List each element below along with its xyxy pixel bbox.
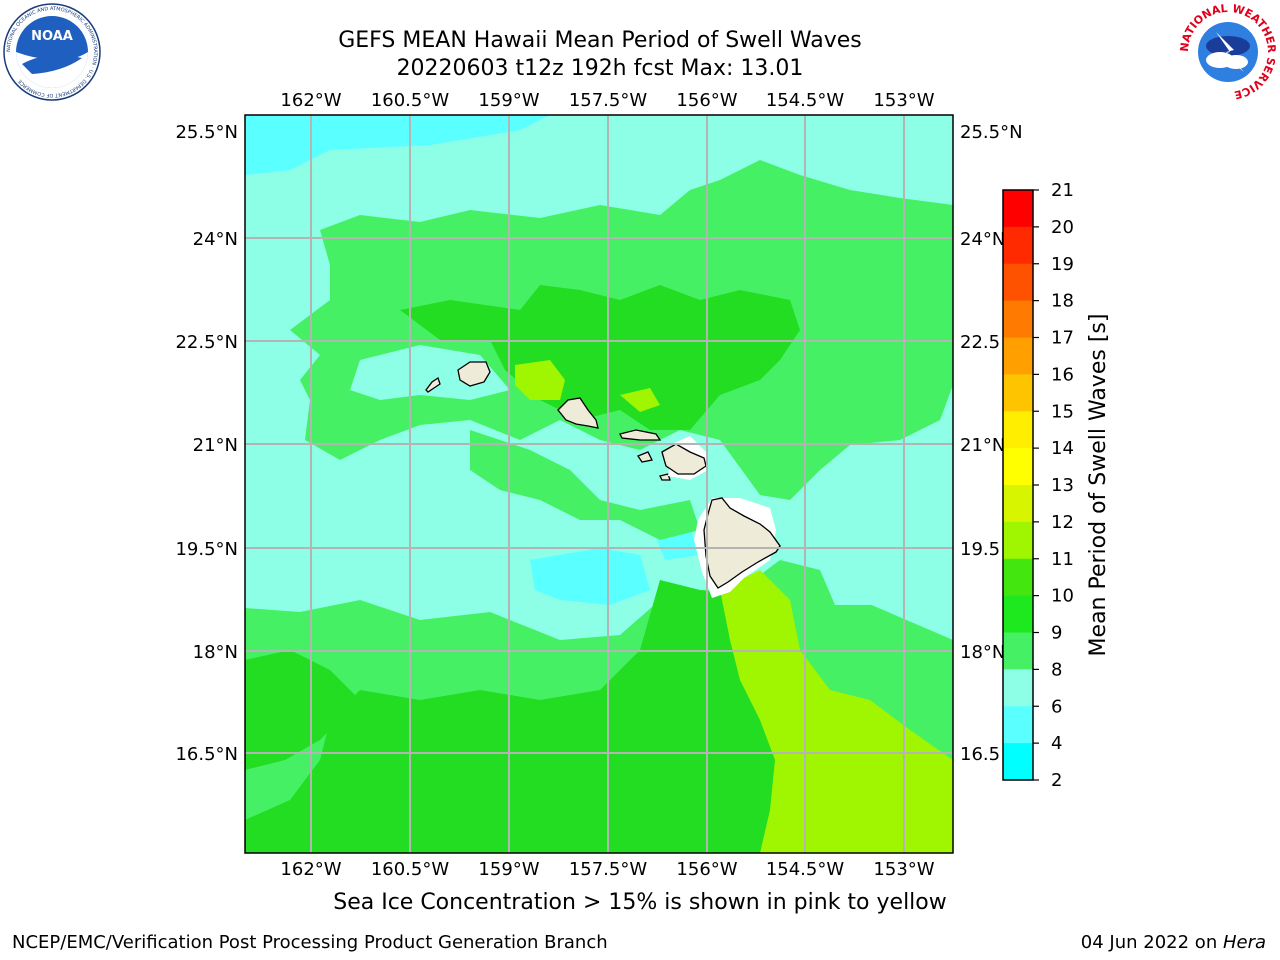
lon-label-top: 154.5°W [766,90,845,111]
colorbar-segment [1003,558,1033,597]
lon-label-top: 156°W [676,90,737,111]
colorbar-tick-label: 2 [1051,770,1062,791]
noaa-logo: NOAA NATIONAL OCEANIC AND ATMOSPHERIC AD… [3,3,101,101]
lon-label-top: 153°W [873,90,934,111]
lat-label-right: 19.5 [960,539,1000,560]
island-oahu [557,397,599,429]
lat-label-left: 21°N [193,435,238,456]
lon-label-top: 157.5°W [569,90,648,111]
colorbar-segment [1003,595,1033,633]
map-gridlines [245,115,953,853]
lat-label-right: 24°N [960,229,1005,250]
colorbar-tick-label: 4 [1051,733,1062,754]
colorbar-segment [1003,263,1033,302]
lon-label-top: 159°W [478,90,539,111]
colorbar-tick-label: 20 [1051,217,1074,238]
colorbar-segment [1003,337,1033,375]
colorbar-tick-label: 6 [1051,696,1062,717]
footer-credit: NCEP/EMC/Verification Post Processing Pr… [12,932,608,953]
colorbar-segment [1003,411,1033,449]
map-frame [244,114,954,854]
colorbar-tick-label: 18 [1051,291,1074,312]
colorbar-tick-label: 21 [1051,180,1074,201]
island-molokai [619,429,662,441]
island-niihau [425,376,441,393]
island-kauai [457,361,491,387]
colorbar-tick-label: 13 [1051,475,1074,496]
colorbar-tick-label: 16 [1051,364,1074,385]
colorbar-segment [1003,485,1033,523]
island-lanai [637,451,653,463]
lon-label-top: 160.5°W [371,90,450,111]
lat-label-left: 22.5°N [175,332,238,353]
chart-subtitle-forecast: 20220603 t12z 192h fcst Max: 13.01 [396,56,804,81]
lon-label-bottom: 162°W [280,859,341,880]
colorbar-segment [1003,300,1033,338]
colorbar-tick-label: 12 [1051,512,1074,533]
lat-label-right: 16.5 [960,744,1000,765]
lat-label-left: 24°N [193,229,238,250]
colorbar-tick-label: 10 [1051,586,1074,607]
lon-label-bottom: 160.5°W [371,859,450,880]
colorbar-segment [1003,374,1033,412]
colorbar-tick-label: 11 [1051,549,1074,570]
lat-label-left: 19.5°N [175,539,238,560]
colorbar-tick-label: 15 [1051,401,1074,422]
lat-label-right: 18°N [960,642,1005,663]
lon-label-bottom: 154.5°W [766,859,845,880]
lat-label-right: 25.5°N [960,122,1023,143]
colorbar: 21 20 19 18 17 16 15 14 13 12 11 10 9 8 6 4 2 [1002,180,1074,791]
sea-ice-note: Sea Ice Concentration > 15% is shown in … [333,890,947,915]
chart-title: GEFS MEAN Hawaii Mean Period of Swell Wa… [338,28,862,53]
colorbar-segment [1003,226,1033,265]
lat-label-left: 18°N [193,642,238,663]
lon-label-bottom: 156°W [676,859,737,880]
footer-host: Hera [1222,932,1266,953]
footer-date: 04 Jun 2022 on Hera [1081,932,1266,953]
colorbar-segment [1003,706,1033,744]
colorbar-tick-label: 9 [1051,623,1062,644]
lat-label-left: 16.5°N [175,744,238,765]
lon-label-bottom: 153°W [873,859,934,880]
colorbar-tick-label: 8 [1051,659,1062,680]
colorbar-segment [1003,521,1033,560]
colorbar-segment [1003,448,1033,486]
axis-labels: 162°W 162°W 160.5°W 160.5°W 159°W 159°W 157.5°… [175,90,1022,880]
lon-label-bottom: 159°W [478,859,539,880]
lon-label-bottom: 157.5°W [569,859,648,880]
colorbar-segment [1003,190,1033,228]
island-kahoolawe [659,473,671,481]
colorbar-label: Mean Period of Swell Waves [s] [1086,314,1111,657]
colorbar-segment [1003,743,1033,781]
colorbar-segment [1003,669,1033,707]
lat-label-right: 22.5 [960,332,1000,353]
nws-logo: NATIONAL WEATHER SERVICE [1178,2,1278,101]
footer-date-text: 04 Jun 2022 on [1080,932,1223,953]
lat-label-left: 25.5°N [175,122,238,143]
colorbar-tick-label: 14 [1051,438,1074,459]
lon-label-top: 162°W [280,90,341,111]
colorbar-tick-label: 19 [1051,254,1074,275]
lat-label-right: 21°N [960,435,1005,456]
islands-overlay [661,443,781,589]
swell-period-field [245,115,953,853]
colorbar-tick-label: 17 [1051,328,1074,349]
colorbar-segment [1003,632,1033,670]
noaa-logo-text: NOAA [31,29,73,44]
